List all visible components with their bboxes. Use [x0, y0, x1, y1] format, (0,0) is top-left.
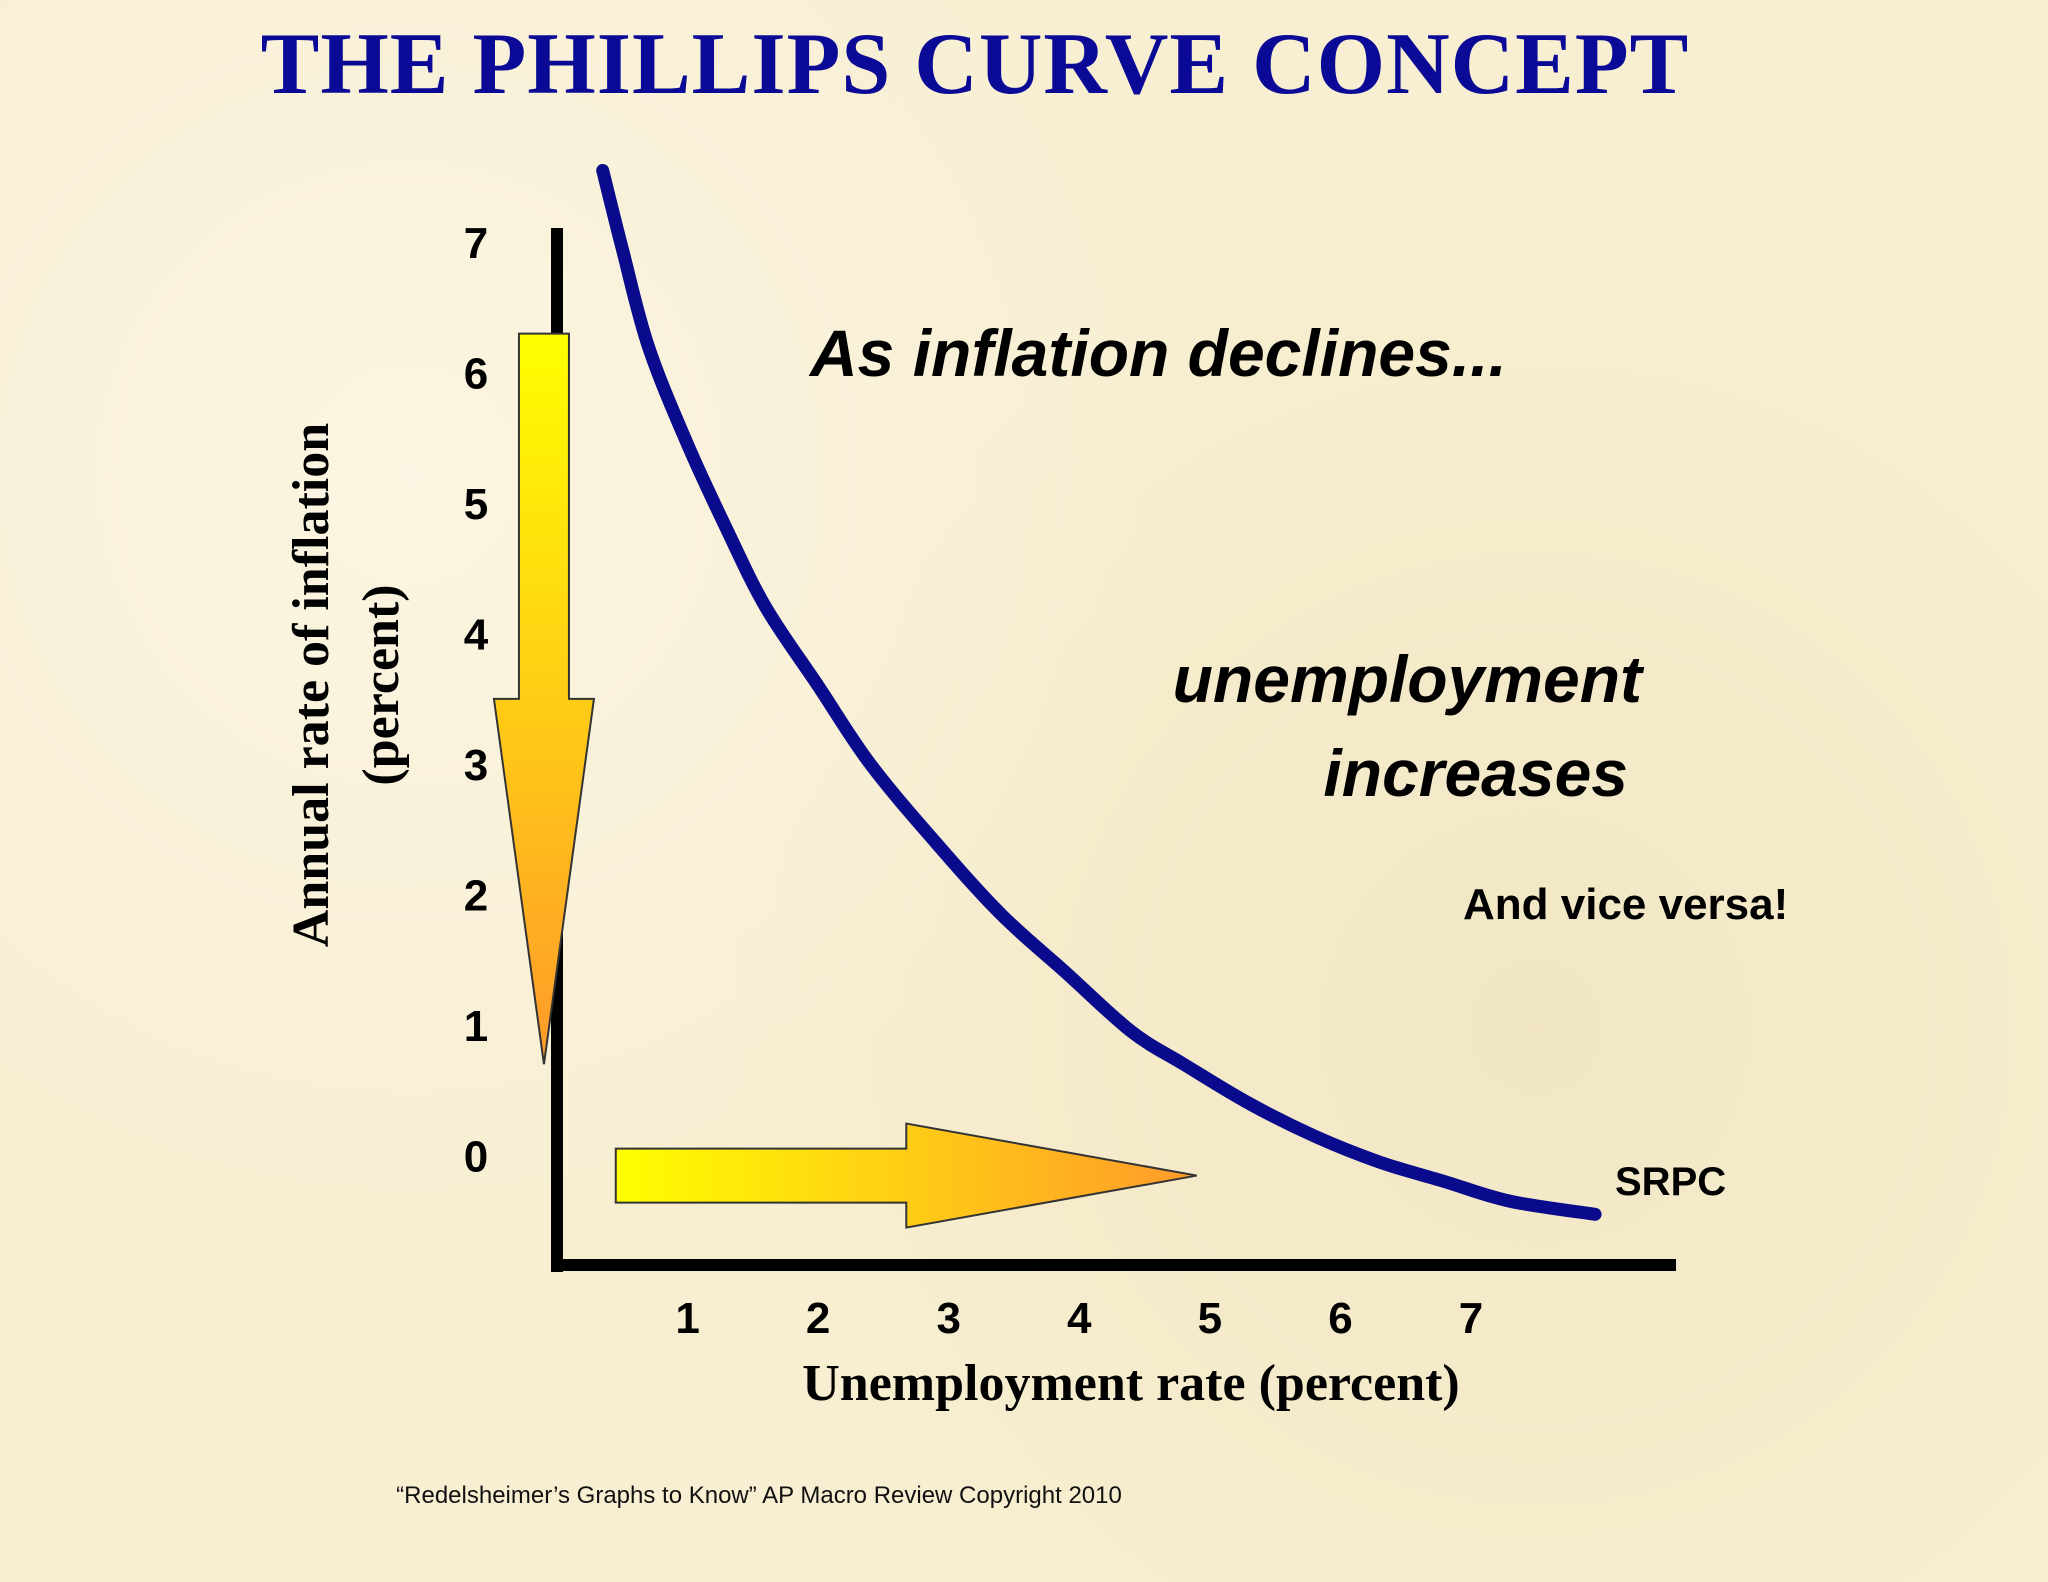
- x-tick-label: 2: [806, 1294, 830, 1343]
- y-axis-label-line2: (percent): [353, 584, 410, 785]
- y-axis-label: Annual rate of inflation (percent): [283, 423, 410, 947]
- x-tick-label: 7: [1459, 1294, 1483, 1343]
- y-tick-label: 1: [464, 1002, 488, 1051]
- footer-copyright: “Redelsheimer’s Graphs to Know” AP Macro…: [396, 1482, 1122, 1509]
- x-tick-label: 5: [1198, 1294, 1222, 1343]
- annotation-vice-versa: And vice versa!: [1463, 880, 1788, 929]
- x-tick-label: 3: [936, 1294, 960, 1343]
- annotation-increases: increases: [1323, 736, 1628, 810]
- x-tick-label: 4: [1067, 1294, 1092, 1343]
- x-axis-label: Unemployment rate (percent): [802, 1355, 1460, 1412]
- annotation-unemployment: unemployment: [1173, 642, 1645, 716]
- srpc-curve: [596, 163, 1602, 1221]
- right-arrow-icon: [614, 1122, 1197, 1229]
- y-tick-label: 4: [464, 611, 489, 660]
- y-tick-label: 6: [464, 350, 488, 399]
- annotation-inflation-declines: As inflation declines...: [808, 316, 1507, 390]
- x-tick-labels: 1 2 3 4 5 6 7: [675, 1294, 1483, 1343]
- y-axis-label-line1: Annual rate of inflation: [283, 423, 340, 947]
- slide-title: THE PHILLIPS CURVE CONCEPT: [260, 16, 1690, 113]
- down-arrow-icon: [492, 332, 596, 1065]
- y-tick-labels: 0 1 2 3 4 5 6 7: [464, 219, 489, 1181]
- y-tick-label: 7: [464, 219, 488, 268]
- x-tick-label: 6: [1328, 1294, 1352, 1343]
- y-tick-label: 0: [464, 1133, 488, 1182]
- y-tick-label: 5: [464, 480, 488, 529]
- x-tick-label: 1: [675, 1294, 699, 1343]
- y-tick-label: 3: [464, 741, 488, 790]
- srpc-series-label: SRPC: [1615, 1160, 1726, 1204]
- y-tick-label: 2: [464, 872, 488, 921]
